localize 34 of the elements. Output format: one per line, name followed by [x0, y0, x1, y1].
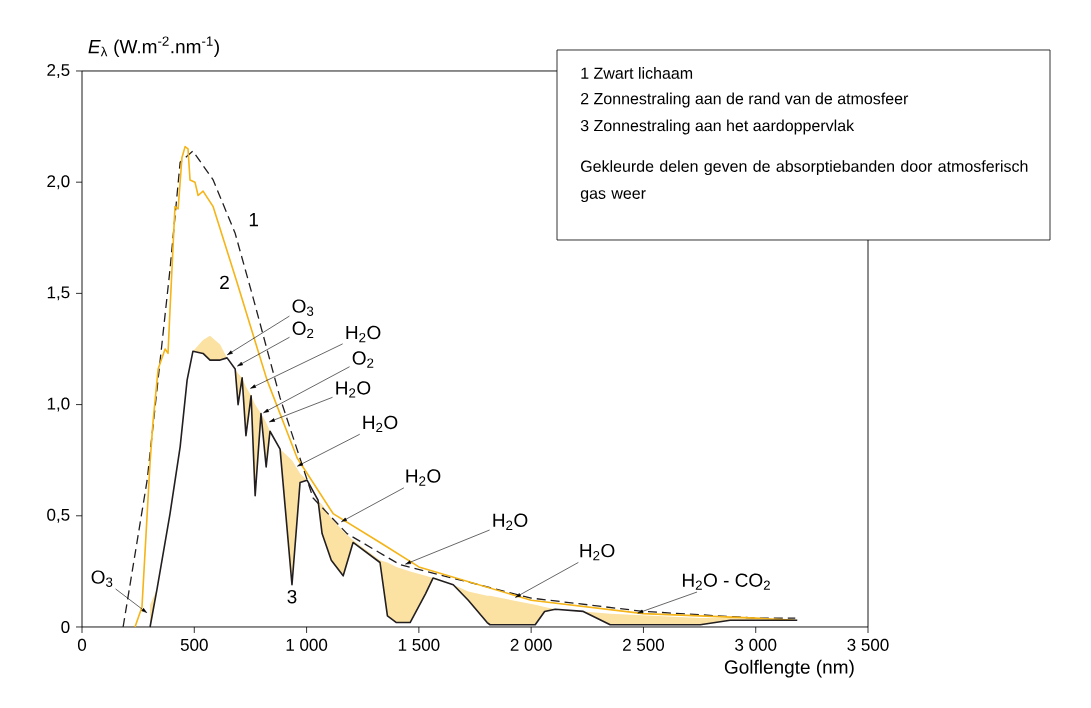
annotation: H$_{2}$O — [346, 325, 381, 343]
annotation: H$_{2}$O — [493, 513, 528, 530]
y-tick-label: 1,0 — [47, 397, 70, 412]
x-tick-label: 1 000 — [286, 638, 328, 651]
annotation: O$_{3}$ — [292, 299, 314, 316]
y-tick-label: 2,0 — [47, 175, 70, 190]
annotation: H$_{2}$O - CO$_{2}$ — [682, 573, 770, 590]
annotation: O$_{2}$ — [352, 351, 374, 368]
y-tick-label: 2,5 — [47, 63, 70, 78]
series-label: 1 — [249, 213, 259, 227]
series-label: 2 — [220, 275, 229, 289]
x-axis-title: Golflengte (nm) — [724, 659, 854, 678]
annotation: O$_{2}$ — [292, 321, 314, 338]
x-tick-label: 0 — [77, 638, 87, 651]
x-tick-label: 500 — [180, 638, 208, 651]
x-tick-label: 1 500 — [398, 638, 440, 651]
annotation: 1 Zwart lichaam — [581, 67, 693, 79]
y-axis-title: E$_{λ}$ (W.m$^{-2}$.nm$^{-1}$) — [88, 36, 219, 58]
x-tick-label: 3 000 — [735, 638, 777, 651]
annotation: H$_{2}$O — [580, 543, 615, 561]
x-tick-label: 2 500 — [623, 638, 665, 651]
annotation: H$_{2}$O — [336, 381, 371, 398]
annotation: Gekleurde delen geven de absorptiebanden door atmosferisch gas weer — [580, 160, 1028, 203]
series-label: 3 — [287, 589, 297, 604]
annotation: H$_{2}$O — [406, 469, 441, 486]
annotation: O$_{3}$ — [91, 570, 113, 587]
annotation: 3 Zonnestraling aan het aardoppervlak — [580, 119, 855, 135]
y-tick-label: 0,5 — [47, 508, 70, 523]
y-tick-label: 1,5 — [47, 286, 70, 301]
x-tick-label: 3 500 — [847, 638, 889, 651]
annotation: H$_{2}$O — [363, 415, 398, 433]
x-tick-label: 2 000 — [510, 638, 552, 651]
annotation: 2 Zonnestraling aan de rand van de atmosfeer — [581, 92, 909, 108]
y-tick-label: 0 — [61, 620, 70, 634]
